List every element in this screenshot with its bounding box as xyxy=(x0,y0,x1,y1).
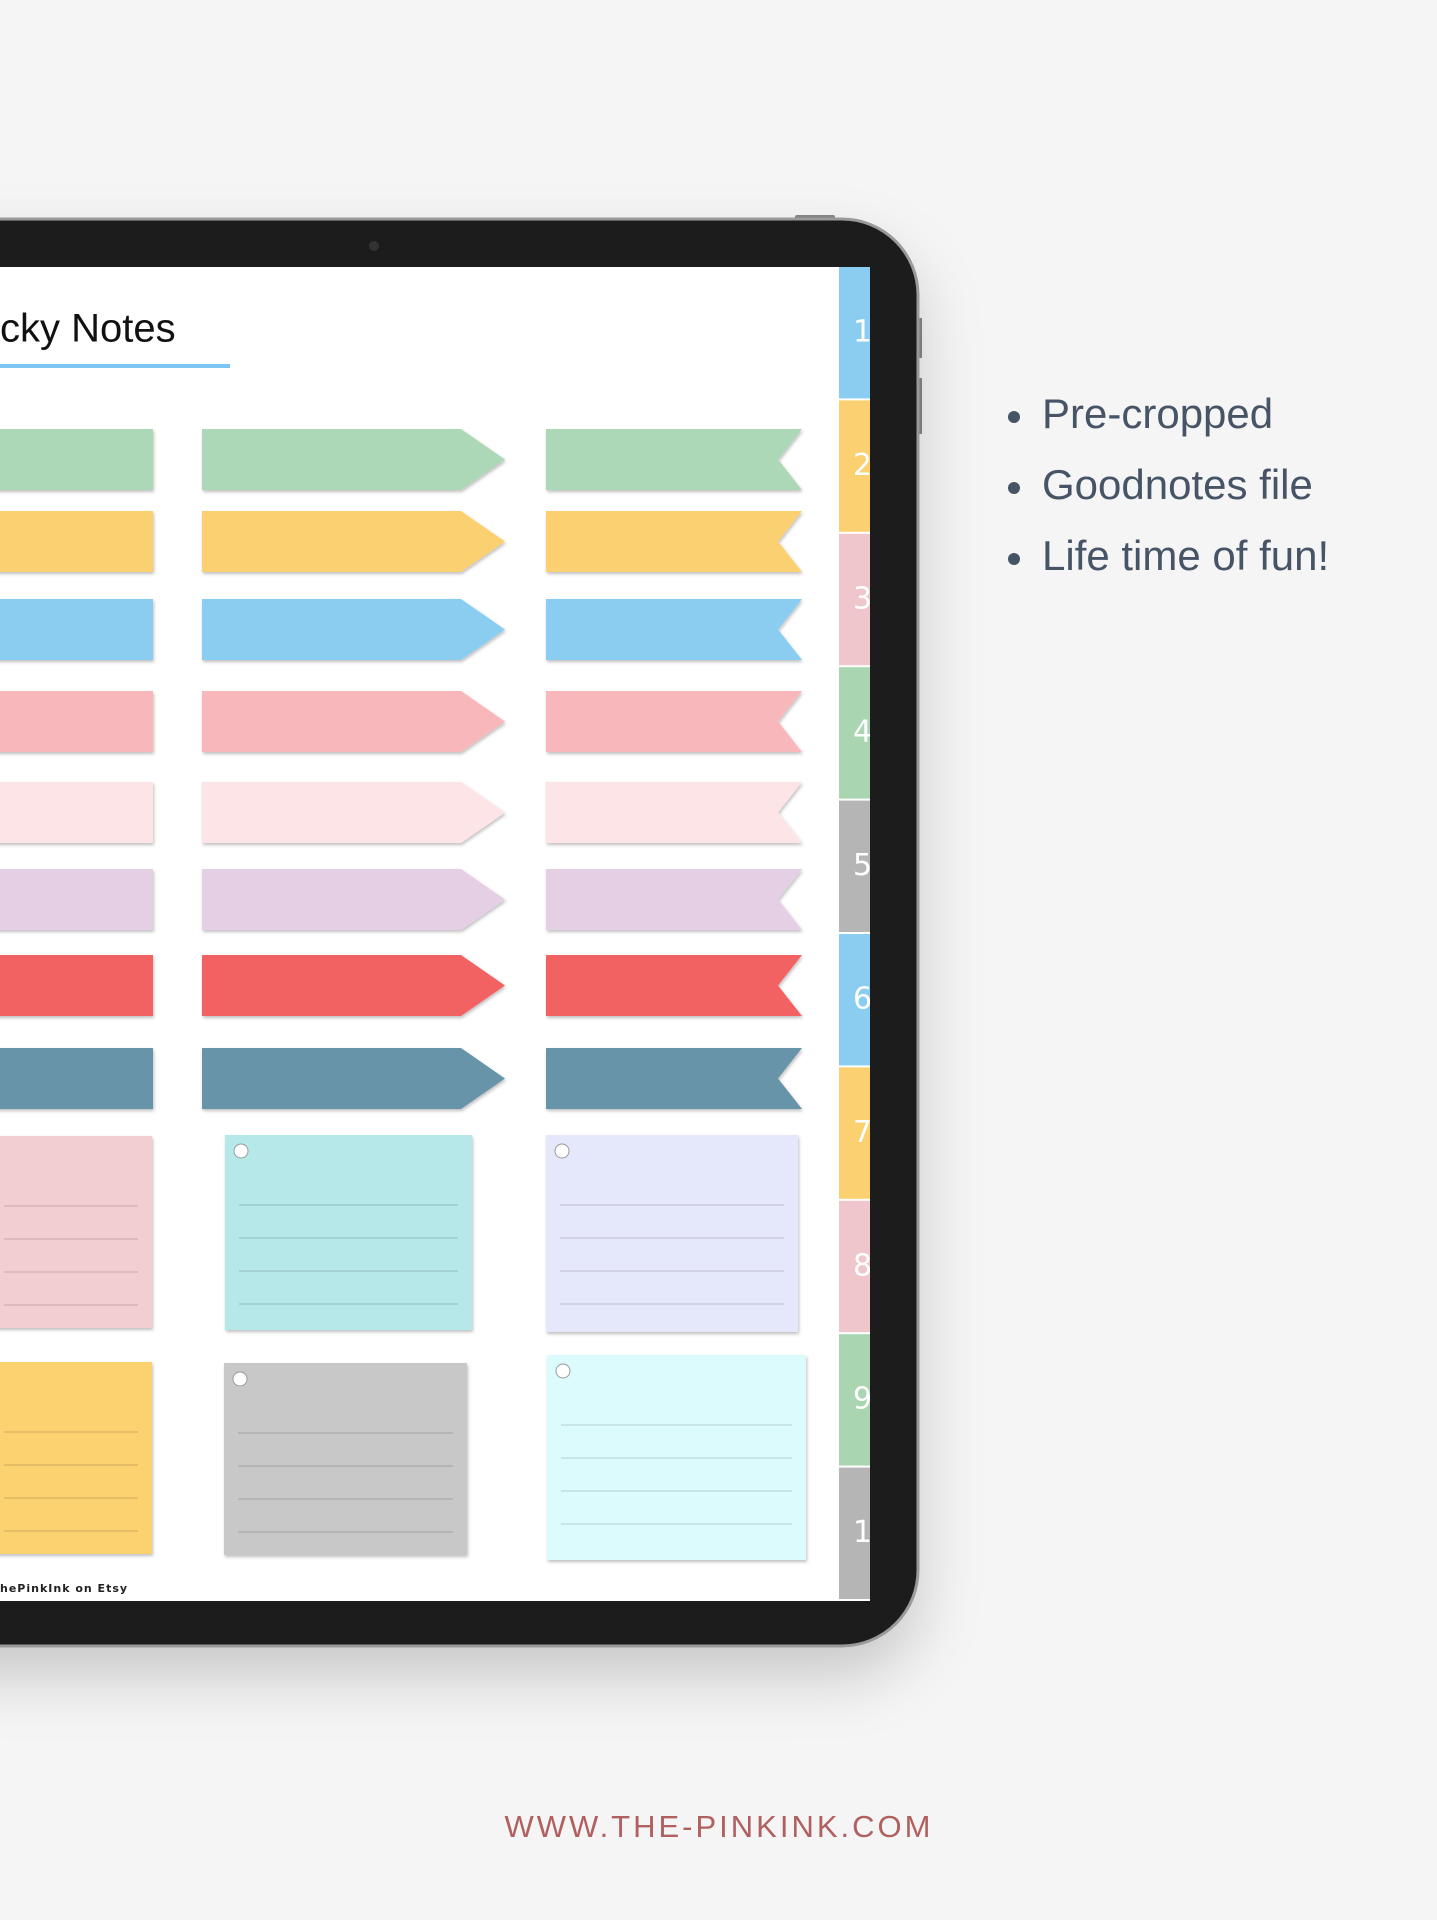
flag-sticker xyxy=(546,511,802,572)
tab-label: 4 xyxy=(853,715,872,750)
flag-sticker xyxy=(546,599,802,660)
website: WWW.THE-PINKINK.COM xyxy=(505,1809,934,1844)
note-hole xyxy=(554,1143,570,1159)
bullet-dot xyxy=(1008,553,1020,565)
side-button xyxy=(918,318,922,358)
note-card xyxy=(0,1136,152,1328)
bullet-text: Goodnotes file xyxy=(1042,461,1313,508)
flag-sticker xyxy=(546,869,802,930)
tab xyxy=(839,400,870,532)
bullet-dot xyxy=(1008,482,1020,494)
sticker-grid xyxy=(0,429,806,1560)
label-sticker xyxy=(0,782,153,843)
label-sticker xyxy=(0,955,153,1016)
label-sticker xyxy=(0,429,153,490)
arrow-sticker xyxy=(202,599,505,660)
arrow-sticker xyxy=(202,1048,505,1109)
note-hole xyxy=(233,1143,249,1159)
arrow-sticker xyxy=(202,869,505,930)
note-card xyxy=(225,1135,472,1330)
note-hole xyxy=(555,1363,571,1379)
tab xyxy=(839,267,870,399)
tab-label: 1 xyxy=(853,315,872,350)
side-button xyxy=(918,378,922,434)
tab xyxy=(839,934,870,1066)
tab-label: 3 xyxy=(853,581,872,616)
tab-label: 7 xyxy=(853,1115,872,1150)
label-sticker xyxy=(0,869,153,930)
title-underline xyxy=(0,364,230,368)
tab xyxy=(839,1067,870,1199)
page-footer: hePinkInk on Etsy xyxy=(0,1582,128,1595)
page-title: cky Notes xyxy=(0,307,176,351)
tab-strip: 1 2 3 4 5 6 7 8 9 10 xyxy=(839,267,891,1599)
note-card xyxy=(0,1362,152,1554)
tab xyxy=(839,667,870,799)
arrow-sticker xyxy=(202,955,505,1016)
note-card xyxy=(546,1135,798,1332)
bullet-text: Pre-cropped xyxy=(1042,390,1273,437)
label-sticker xyxy=(0,599,153,660)
tab-label: 2 xyxy=(853,448,872,483)
arrow-sticker xyxy=(202,691,505,752)
label-sticker xyxy=(0,511,153,572)
tab-label: 5 xyxy=(853,848,872,883)
camera xyxy=(369,241,379,251)
tab xyxy=(839,1467,870,1599)
tab xyxy=(839,533,870,666)
note-hole xyxy=(232,1371,248,1387)
label-sticker xyxy=(0,1048,153,1109)
arrow-sticker xyxy=(202,782,505,843)
screen: cky Notes hePinkInk on Etsy 1 2 3 4 5 6 7 8 9 10 xyxy=(0,267,891,1601)
label-sticker xyxy=(0,691,153,752)
arrow-sticker xyxy=(202,511,505,572)
tab xyxy=(839,1334,870,1466)
flag-sticker xyxy=(546,429,802,490)
flag-sticker xyxy=(546,1048,802,1109)
note-card xyxy=(547,1355,806,1560)
tab-label: 9 xyxy=(853,1382,872,1417)
tab-label: 10 xyxy=(853,1515,891,1550)
bullet-dot xyxy=(1008,411,1020,423)
feature-list: Pre-cropped Goodnotes file Life time of fu… xyxy=(1008,390,1329,579)
flag-sticker xyxy=(546,691,802,752)
tab-label: 8 xyxy=(853,1248,872,1283)
tab xyxy=(839,800,870,932)
note-card xyxy=(224,1363,467,1555)
bullet-text: Life time of fun! xyxy=(1042,532,1329,579)
flag-sticker xyxy=(546,955,802,1016)
arrow-sticker xyxy=(202,429,505,490)
flag-sticker xyxy=(546,782,802,843)
tab-label: 6 xyxy=(853,982,872,1017)
tab xyxy=(839,1200,870,1333)
